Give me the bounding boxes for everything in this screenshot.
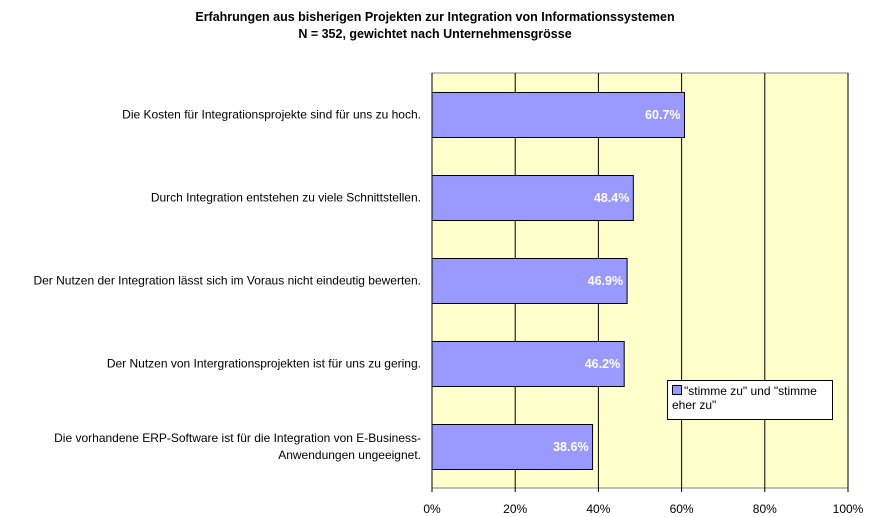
y-tick-label: Die Kosten für Integrationsprojekte sind… <box>122 107 421 121</box>
bar <box>431 258 628 304</box>
data-label: 46.9% <box>588 274 623 288</box>
legend-label: "stimme zu" und "stimme eher zu" <box>672 384 817 412</box>
data-label: 60.7% <box>645 108 680 122</box>
x-tick-label: 0% <box>423 502 441 516</box>
legend-swatch <box>672 385 682 395</box>
y-tick-label: Die vorhandene ERP-Software ist für die … <box>54 430 421 462</box>
bar <box>431 175 634 221</box>
data-label: 48.4% <box>594 191 629 205</box>
x-tick-label: 20% <box>503 502 527 516</box>
y-tick-label: Durch Integration entstehen zu viele Sch… <box>150 190 421 204</box>
bar <box>431 424 594 470</box>
x-tick-label: 40% <box>586 502 610 516</box>
bar <box>431 341 625 387</box>
bar <box>431 92 686 138</box>
x-tick-label: 60% <box>670 502 694 516</box>
data-label: 38.6% <box>553 440 588 454</box>
chart-title: Erfahrungen aus bisherigen Projekten zur… <box>195 10 675 24</box>
y-tick-label: Der Nutzen der Integration lässt sich im… <box>33 273 421 287</box>
legend: "stimme zu" und "stimme eher zu" <box>667 380 833 420</box>
data-label: 46.2% <box>585 357 620 371</box>
x-tick-label: 80% <box>753 502 777 516</box>
y-tick-label: Der Nutzen von Intergrationsprojekten is… <box>106 356 421 370</box>
x-tick-label: 100% <box>833 502 864 516</box>
chart-subtitle: N = 352, gewichtet nach Unternehmensgrös… <box>298 27 572 41</box>
